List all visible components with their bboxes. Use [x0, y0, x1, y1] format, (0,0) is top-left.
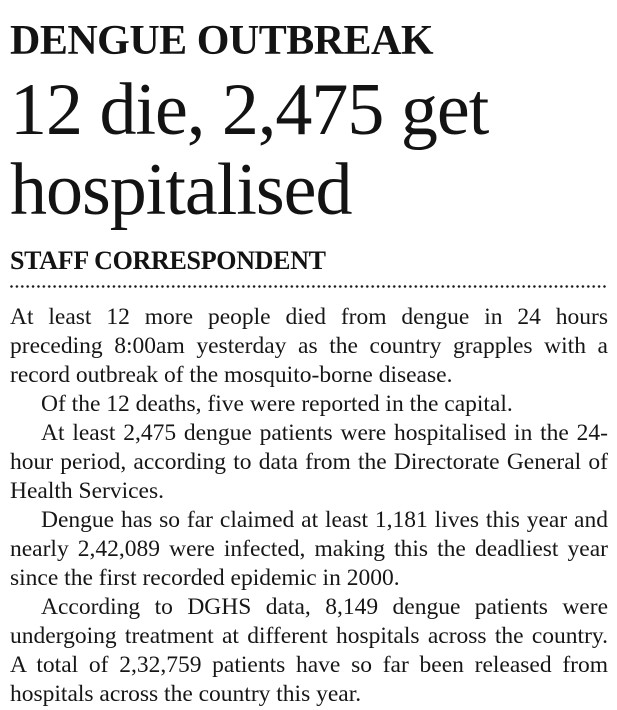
article-byline: STAFF CORRESPONDENT — [10, 246, 326, 275]
body-paragraph: Of the 12 deaths, five were reported in … — [41, 391, 513, 417]
body-paragraph: Dengue has so far claimed at least 1,181… — [10, 507, 608, 591]
article-kicker: DENGUE OUTBREAK — [10, 18, 434, 64]
article-headline: 12 die, 2,475 get hospitalised — [10, 69, 489, 231]
body-paragraph: According to DGHS data, 8,149 dengue pat… — [10, 594, 608, 707]
article-body: At least 12 more people died from dengue… — [10, 303, 608, 709]
body-paragraph: At least 12 more people died from dengue… — [10, 304, 608, 388]
dotted-divider — [10, 285, 608, 288]
body-paragraph: At least 2,475 dengue patients were hosp… — [10, 420, 608, 504]
